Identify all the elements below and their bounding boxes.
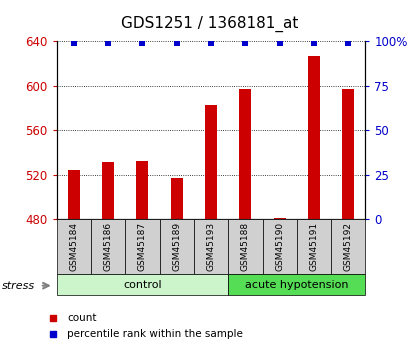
Point [242, 40, 249, 46]
Text: control: control [123, 280, 162, 289]
Bar [125, 219, 160, 274]
Text: percentile rank within the sample: percentile rank within the sample [67, 329, 243, 338]
Bar [308, 56, 320, 219]
Text: acute hypotension: acute hypotension [245, 280, 349, 289]
Bar [262, 219, 297, 274]
Point [208, 40, 215, 46]
Text: GSM45189: GSM45189 [172, 222, 181, 271]
Text: GSM45193: GSM45193 [207, 222, 215, 271]
Point [173, 40, 180, 46]
Bar [228, 219, 262, 274]
Text: count: count [67, 314, 97, 323]
Bar [57, 219, 91, 274]
Bar [274, 218, 286, 219]
Text: GSM45191: GSM45191 [310, 222, 318, 271]
Text: GDS1251 / 1368181_at: GDS1251 / 1368181_at [121, 16, 299, 32]
Point [105, 40, 112, 46]
Bar [57, 274, 228, 295]
Point [139, 40, 146, 46]
Bar [102, 162, 114, 219]
Bar [297, 219, 331, 274]
Text: GSM45186: GSM45186 [104, 222, 113, 271]
Text: GSM45190: GSM45190 [275, 222, 284, 271]
Text: GSM45184: GSM45184 [69, 222, 79, 271]
Point [71, 40, 77, 46]
Bar [136, 161, 148, 219]
Text: GSM45192: GSM45192 [344, 222, 353, 271]
Bar [171, 178, 183, 219]
Point [276, 40, 283, 46]
Bar [239, 89, 251, 219]
Bar [331, 219, 365, 274]
Bar [205, 105, 217, 219]
Text: stress: stress [2, 281, 35, 290]
Bar [228, 274, 365, 295]
Text: GSM45188: GSM45188 [241, 222, 250, 271]
Point [310, 40, 318, 46]
Bar [91, 219, 125, 274]
Bar [194, 219, 228, 274]
Point [345, 40, 352, 46]
Bar [68, 170, 80, 219]
Text: GSM45187: GSM45187 [138, 222, 147, 271]
Bar [342, 89, 354, 219]
Bar [160, 219, 194, 274]
